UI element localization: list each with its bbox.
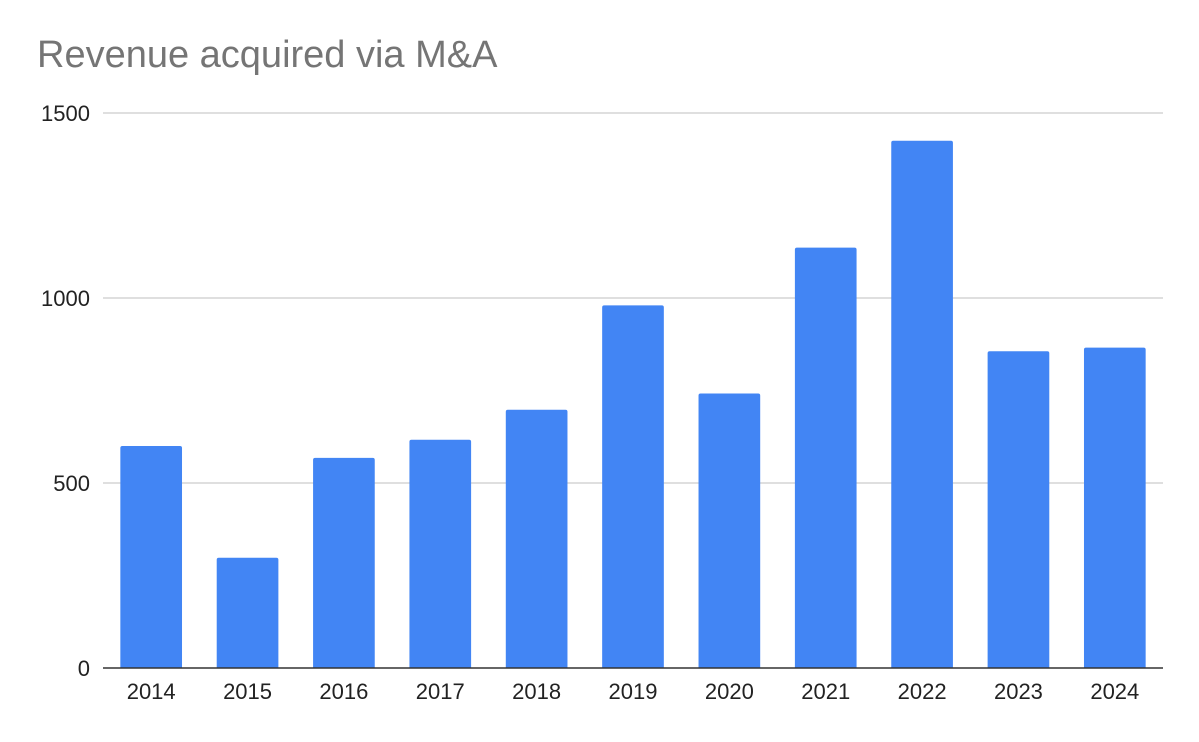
bar-2017 xyxy=(409,439,472,668)
bar-2021 xyxy=(794,247,857,668)
bar-2016 xyxy=(313,457,375,668)
bars xyxy=(120,140,1146,668)
x-axis-tick-labels: 2014 2015 2016 2017 2018 2019 2020 2021 2022 2023… xyxy=(127,679,1140,704)
x-tick-label: 2019 xyxy=(609,679,658,704)
x-tick-label: 2022 xyxy=(898,679,947,704)
bar-2018 xyxy=(505,409,568,668)
bar-2023 xyxy=(987,351,1050,668)
chart-title: Revenue acquired via M&A xyxy=(37,34,498,76)
x-tick-label: 2014 xyxy=(127,679,176,704)
y-axis-tick-labels: 0 500 1000 1500 xyxy=(41,101,90,681)
x-tick-label: 2023 xyxy=(994,679,1043,704)
bar-2022 xyxy=(891,140,953,668)
bar-2019 xyxy=(602,305,664,668)
x-tick-label: 2016 xyxy=(319,679,368,704)
x-tick-label: 2021 xyxy=(801,679,850,704)
x-tick-label: 2018 xyxy=(512,679,561,704)
y-tick-label: 0 xyxy=(78,656,90,681)
y-tick-label: 1500 xyxy=(41,101,90,126)
x-tick-label: 2015 xyxy=(223,679,272,704)
bar-2024 xyxy=(1083,347,1146,668)
x-tick-label: 2024 xyxy=(1090,679,1139,704)
x-tick-label: 2017 xyxy=(416,679,465,704)
bar-2020 xyxy=(698,393,761,668)
bar-2015 xyxy=(216,557,279,668)
bar-2014 xyxy=(120,446,183,668)
x-tick-label: 2020 xyxy=(705,679,754,704)
y-tick-label: 1000 xyxy=(41,286,90,311)
y-tick-label: 500 xyxy=(53,471,90,496)
